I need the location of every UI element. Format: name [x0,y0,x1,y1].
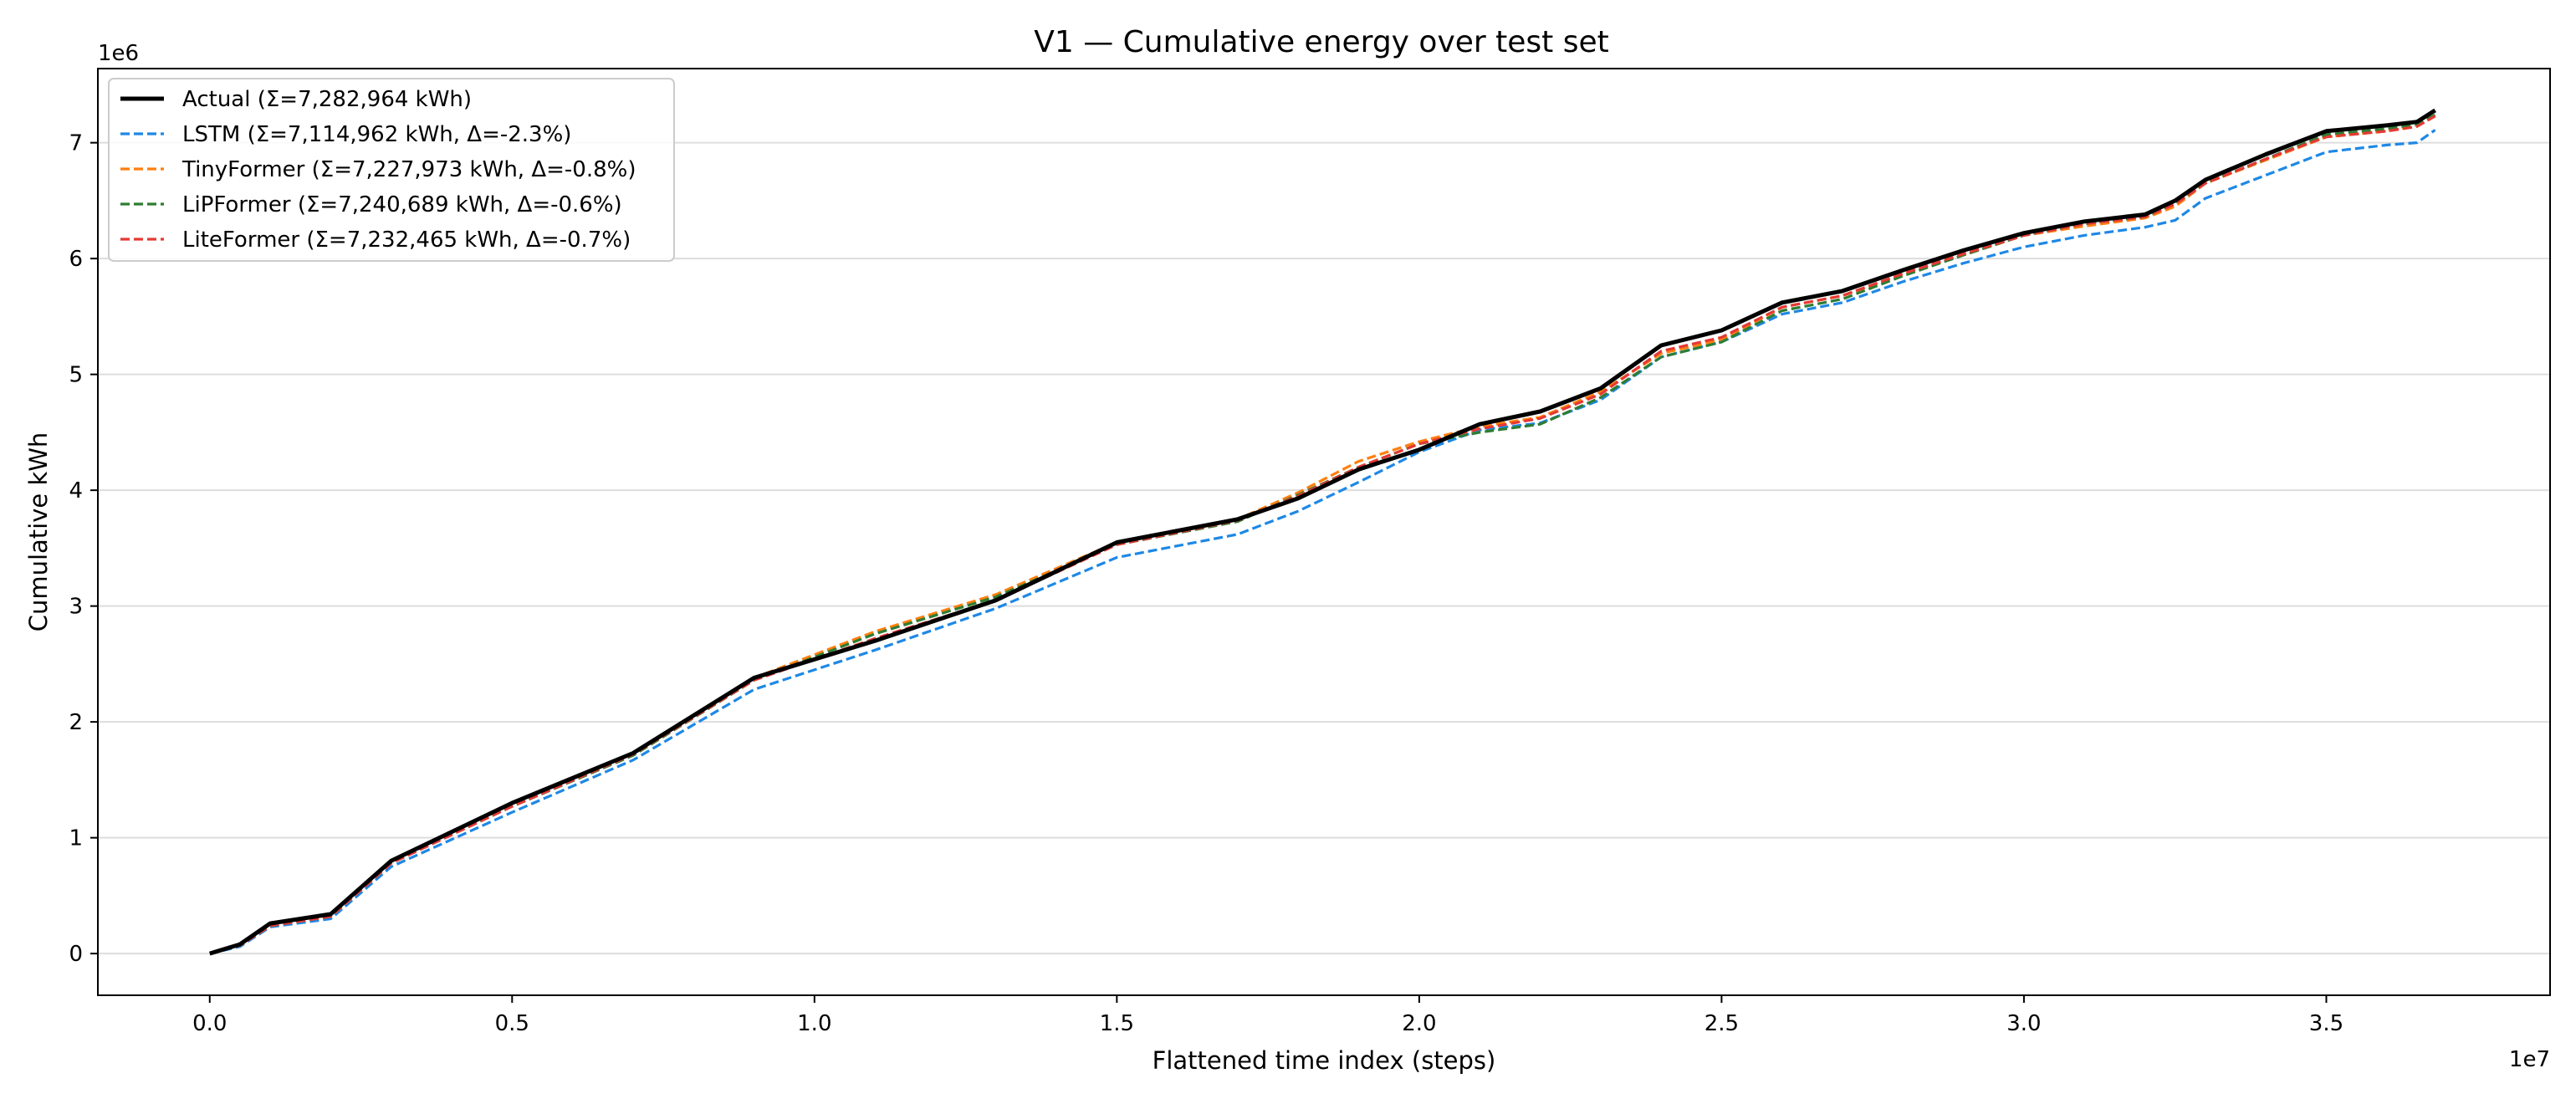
x-tick-label: 2.0 [1402,1011,1436,1036]
y-tick-label: 2 [69,710,83,735]
legend-entry-label: LiteFormer (Σ=7,232,465 kWh, Δ=-0.7%) [182,227,631,253]
y-tick-label: 6 [69,247,83,272]
y-axis-ticks: 0 1 2 3 4 5 6 7 [69,131,98,967]
y-axis-label: Cumulative kWh [24,432,53,632]
x-tick-label: 2.5 [1705,1011,1739,1036]
x-axis-ticks: 0.0 0.5 1.0 1.5 2.0 2.5 3.0 3.5 [192,995,2343,1036]
x-tick-label: 3.5 [2309,1011,2343,1036]
x-tick-label: 0.0 [192,1011,227,1036]
series-line-0 [209,108,2436,956]
x-tick-label: 0.5 [495,1011,529,1036]
y-tick-label: 1 [69,826,83,851]
y-tick-label: 7 [69,131,83,156]
legend-entry-label: TinyFormer (Σ=7,227,973 kWh, Δ=-0.8%) [181,157,636,182]
series-lines [209,108,2436,956]
plot-area-frame [97,68,2551,996]
legend-entry-label: Actual (Σ=7,282,964 kWh) [182,87,472,112]
series-line-4 [209,115,2436,955]
chart-title: V1 — Cumulative energy over test set [1034,25,1609,59]
y-tick-label: 4 [69,478,83,503]
legend: Actual (Σ=7,282,964 kWh) LSTM (Σ=7,114,96… [108,78,675,262]
legend-entry-label: LSTM (Σ=7,114,962 kWh, Δ=-2.3%) [182,122,571,147]
x-tick-label: 1.0 [797,1011,831,1036]
y-axis-offset-label: 1e6 [98,41,139,66]
x-tick-label: 3.0 [2006,1011,2041,1036]
legend-entry-label: LiPFormer (Σ=7,240,689 kWh, Δ=-0.6%) [182,192,622,217]
x-tick-label: 1.5 [1100,1011,1134,1036]
y-tick-label: 0 [69,942,83,967]
x-axis-offset-label: 1e7 [2509,1047,2550,1072]
x-axis-label: Flattened time index (steps) [1153,1046,1496,1075]
legend-box [108,78,675,262]
y-tick-label: 3 [69,595,83,620]
y-tick-label: 5 [69,363,83,388]
